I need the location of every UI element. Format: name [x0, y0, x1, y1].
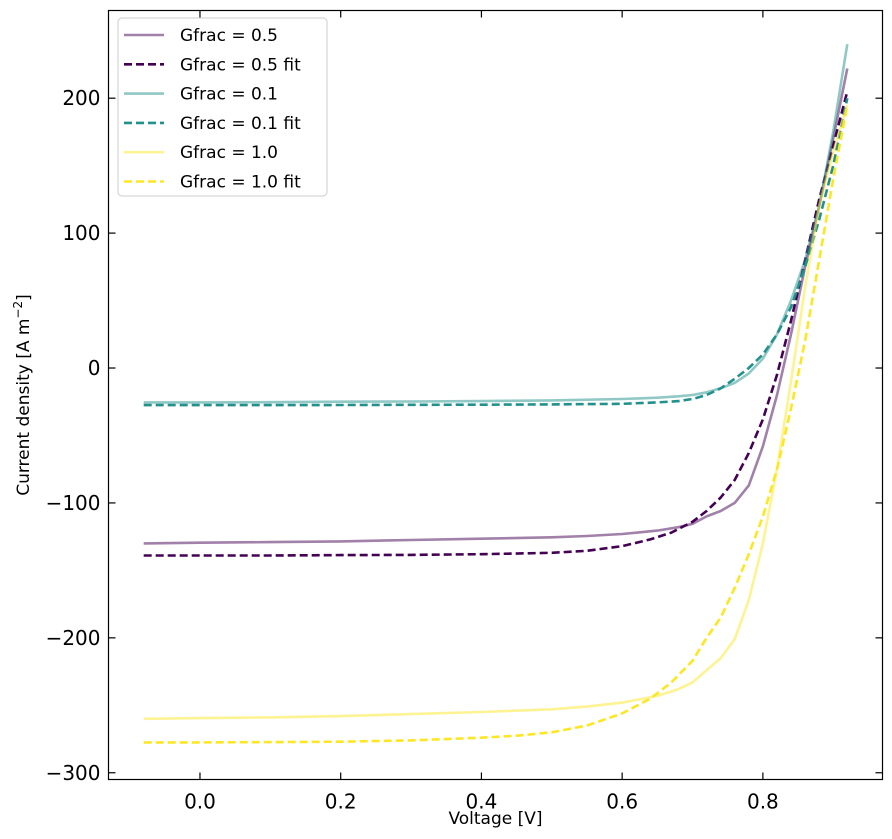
- y-axis-label: Current density [A m−2]: [11, 294, 34, 496]
- y-tick-label: −100: [46, 491, 101, 515]
- legend-label: Gfrac = 1.0: [180, 143, 278, 163]
- y-axis-label-main: Current density [A m: [14, 319, 34, 496]
- x-tick-label: 0.8: [747, 790, 779, 814]
- series-line-1: [143, 68, 849, 545]
- x-tick-label: 0.0: [184, 790, 216, 814]
- series-line-2: [143, 91, 849, 557]
- y-tick-label: 100: [62, 221, 100, 245]
- y-tick-label: −200: [46, 626, 101, 650]
- x-tick-label: 0.4: [466, 790, 498, 814]
- legend-label: Gfrac = 0.5 fit: [180, 55, 301, 75]
- legend-box: [117, 17, 328, 197]
- tick-labels: 0.0 0.2 0.4 0.6 0.8 −300 −200 −100 0 100 200: [46, 86, 779, 813]
- legend-label: Gfrac = 0.5: [180, 26, 278, 46]
- y-axis-label-end: ]: [14, 294, 34, 301]
- legend: Gfrac = 0.5 Gfrac = 0.5 fit Gfrac = 0.1 Gfr…: [117, 17, 328, 197]
- series-line-3: [143, 43, 849, 404]
- x-tick-label: 0.6: [606, 790, 638, 814]
- series-line-6: [143, 104, 849, 744]
- plot-frame: [107, 9, 884, 781]
- x-tick-label: 0.2: [325, 790, 357, 814]
- series-layer: [143, 43, 849, 744]
- legend-label: Gfrac = 1.0 fit: [180, 173, 301, 193]
- y-tick-label: −300: [46, 761, 101, 785]
- axis-ticks: [108, 10, 883, 780]
- y-axis-label-superscript: −2: [11, 301, 25, 319]
- legend-label: Gfrac = 0.1 fit: [180, 114, 301, 134]
- x-axis-label: Voltage [V]: [448, 809, 542, 829]
- legend-label: Gfrac = 0.1: [180, 85, 278, 105]
- series-line-5: [143, 104, 849, 721]
- y-tick-label: 0: [88, 356, 101, 380]
- series-line-4: [143, 97, 849, 407]
- y-tick-label: 200: [62, 86, 100, 110]
